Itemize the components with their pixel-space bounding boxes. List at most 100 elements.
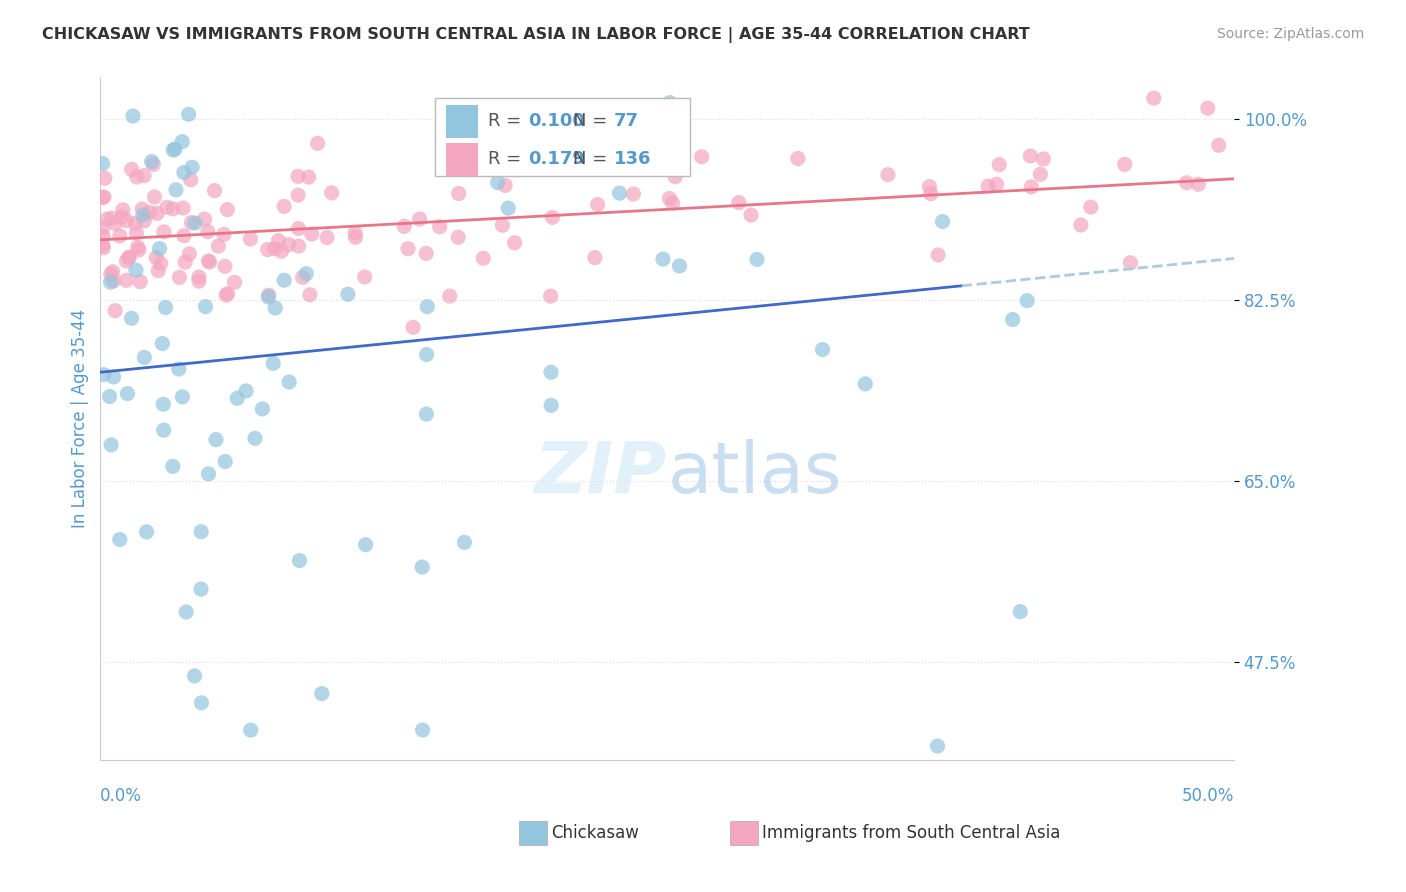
Point	[353, 269, 375, 284]
Point	[132, 208, 155, 222]
Point	[143, 190, 166, 204]
Point	[162, 202, 184, 216]
Point	[727, 195, 749, 210]
Point	[190, 524, 212, 539]
Point	[172, 135, 194, 149]
Point	[122, 109, 145, 123]
Point	[115, 254, 138, 268]
Point	[104, 217, 127, 231]
Point	[447, 186, 470, 201]
Point	[291, 270, 314, 285]
Point	[173, 165, 195, 179]
Point	[150, 336, 173, 351]
Text: N =: N =	[574, 112, 613, 130]
Point	[91, 191, 114, 205]
Point	[187, 270, 209, 285]
Point	[273, 199, 295, 213]
Text: Immigrants from South Central Asia: Immigrants from South Central Asia	[762, 823, 1060, 842]
Point	[301, 227, 323, 241]
Text: atlas: atlas	[666, 439, 842, 508]
Point	[190, 582, 212, 596]
Point	[415, 246, 437, 260]
Point	[1080, 200, 1102, 214]
Point	[173, 228, 195, 243]
Text: 77: 77	[614, 112, 638, 130]
Point	[118, 251, 141, 265]
Point	[141, 154, 163, 169]
Point	[412, 723, 434, 737]
Point	[155, 301, 177, 315]
Point	[586, 197, 609, 211]
Point	[226, 392, 249, 406]
Point	[96, 212, 118, 227]
Point	[125, 263, 148, 277]
Point	[184, 216, 207, 230]
Point	[988, 158, 1011, 172]
Point	[1197, 101, 1219, 115]
Point	[101, 265, 124, 279]
Text: R =: R =	[488, 112, 527, 130]
Point	[408, 212, 430, 227]
Point	[472, 252, 495, 266]
Point	[124, 216, 146, 230]
Point	[169, 270, 191, 285]
Point	[127, 240, 149, 254]
Point	[491, 218, 513, 232]
Point	[1119, 256, 1142, 270]
Point	[506, 162, 529, 177]
Point	[415, 347, 437, 361]
Point	[167, 362, 190, 376]
Point	[273, 273, 295, 287]
Point	[278, 375, 301, 389]
Point	[920, 186, 942, 201]
Point	[257, 288, 280, 302]
Point	[354, 538, 377, 552]
Text: 50.0%: 50.0%	[1181, 788, 1234, 805]
Point	[239, 723, 262, 738]
Point	[298, 170, 321, 185]
Point	[396, 242, 419, 256]
Point	[1017, 293, 1039, 308]
Point	[108, 533, 131, 547]
Point	[1019, 149, 1042, 163]
Point	[927, 248, 949, 262]
Point	[609, 186, 631, 201]
Point	[402, 320, 425, 334]
Point	[162, 459, 184, 474]
Point	[336, 287, 359, 301]
Point	[262, 356, 284, 370]
Point	[100, 267, 122, 281]
Point	[198, 255, 221, 269]
Point	[252, 401, 274, 416]
Point	[1021, 180, 1043, 194]
Point	[786, 152, 808, 166]
Point	[125, 169, 148, 184]
Point	[439, 289, 461, 303]
Point	[540, 398, 562, 412]
Point	[623, 187, 645, 202]
Point	[239, 232, 262, 246]
Point	[745, 252, 768, 267]
Point	[1010, 605, 1032, 619]
Point	[152, 397, 174, 411]
Point	[183, 669, 205, 683]
Point	[103, 274, 125, 288]
Point	[574, 142, 596, 156]
Point	[447, 230, 470, 244]
Point	[264, 301, 287, 315]
Point	[931, 214, 953, 228]
Point	[177, 107, 200, 121]
Point	[1001, 312, 1024, 326]
Point	[415, 407, 437, 421]
Point	[194, 300, 217, 314]
Point	[298, 287, 321, 301]
Point	[214, 454, 236, 468]
Point	[977, 179, 1000, 194]
Point	[180, 173, 202, 187]
Point	[129, 275, 152, 289]
Point	[1175, 176, 1198, 190]
Point	[121, 311, 143, 326]
Point	[174, 255, 197, 269]
Point	[877, 168, 900, 182]
Text: N =: N =	[574, 150, 613, 169]
